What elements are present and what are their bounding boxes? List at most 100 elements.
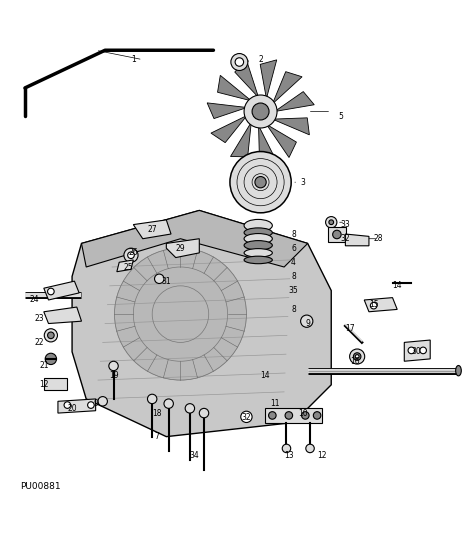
Text: 18: 18: [152, 409, 162, 418]
Circle shape: [354, 353, 361, 360]
Circle shape: [44, 329, 57, 342]
Text: PU00881: PU00881: [20, 482, 61, 491]
Circle shape: [230, 152, 291, 213]
Polygon shape: [364, 297, 397, 312]
Circle shape: [128, 252, 134, 258]
Ellipse shape: [244, 228, 273, 237]
Polygon shape: [273, 118, 310, 135]
Text: 25: 25: [124, 263, 134, 271]
Text: 34: 34: [190, 451, 200, 460]
Polygon shape: [266, 124, 296, 158]
Text: 35: 35: [289, 286, 299, 295]
Circle shape: [282, 444, 291, 453]
Polygon shape: [72, 210, 331, 437]
Circle shape: [244, 95, 277, 128]
Circle shape: [301, 412, 309, 419]
Text: 15: 15: [369, 300, 378, 309]
Circle shape: [47, 288, 54, 295]
Text: 12: 12: [39, 380, 48, 389]
Circle shape: [88, 402, 94, 409]
Circle shape: [408, 347, 415, 354]
Circle shape: [350, 349, 365, 364]
Circle shape: [45, 353, 56, 365]
Text: 23: 23: [34, 315, 44, 323]
Polygon shape: [404, 340, 430, 361]
Text: 16: 16: [350, 357, 360, 366]
Circle shape: [235, 58, 244, 66]
Circle shape: [420, 347, 427, 354]
Text: 7: 7: [155, 432, 159, 441]
FancyBboxPatch shape: [328, 227, 346, 242]
Circle shape: [115, 248, 246, 380]
Ellipse shape: [244, 233, 273, 244]
Polygon shape: [44, 378, 67, 389]
Circle shape: [306, 444, 314, 453]
Circle shape: [241, 411, 252, 422]
Ellipse shape: [244, 249, 273, 257]
Polygon shape: [260, 60, 277, 99]
Circle shape: [255, 177, 266, 188]
Polygon shape: [235, 59, 258, 98]
Text: 8: 8: [291, 272, 296, 281]
Polygon shape: [207, 103, 247, 119]
Text: 21: 21: [39, 362, 48, 371]
Polygon shape: [265, 409, 322, 422]
Polygon shape: [275, 92, 314, 112]
Circle shape: [147, 394, 157, 404]
Polygon shape: [82, 210, 308, 267]
Polygon shape: [258, 125, 274, 166]
Circle shape: [313, 412, 321, 419]
Circle shape: [98, 397, 108, 406]
Text: 6: 6: [291, 244, 296, 253]
Text: 9: 9: [93, 399, 98, 408]
Polygon shape: [44, 281, 79, 300]
Circle shape: [370, 302, 377, 309]
Circle shape: [301, 315, 313, 327]
Text: 5: 5: [338, 112, 343, 121]
Text: 26: 26: [128, 248, 138, 257]
Text: 4: 4: [291, 258, 296, 267]
Circle shape: [252, 103, 269, 120]
Circle shape: [109, 361, 118, 371]
Text: 11: 11: [270, 399, 280, 408]
Text: 19: 19: [109, 371, 119, 380]
Text: 3: 3: [301, 178, 305, 187]
Circle shape: [329, 220, 334, 225]
Text: 32: 32: [242, 413, 251, 422]
Polygon shape: [133, 220, 171, 239]
Text: 10: 10: [298, 409, 308, 418]
Polygon shape: [211, 115, 247, 143]
Circle shape: [124, 248, 138, 262]
Text: 33: 33: [340, 220, 350, 229]
Circle shape: [47, 332, 54, 339]
Text: 12: 12: [317, 451, 327, 460]
Polygon shape: [166, 239, 199, 257]
Text: 17: 17: [345, 324, 355, 333]
Polygon shape: [44, 307, 82, 324]
Text: 1: 1: [131, 55, 136, 64]
Text: 2: 2: [258, 55, 263, 64]
Circle shape: [231, 53, 248, 70]
Ellipse shape: [244, 219, 273, 232]
Text: 8: 8: [291, 230, 296, 239]
Text: 13: 13: [284, 451, 294, 460]
Ellipse shape: [244, 256, 273, 264]
Circle shape: [155, 274, 164, 284]
Circle shape: [356, 355, 359, 358]
Text: 27: 27: [147, 225, 157, 234]
Circle shape: [326, 217, 337, 228]
Text: 32: 32: [340, 234, 350, 243]
Text: 22: 22: [34, 338, 44, 347]
Text: 14: 14: [260, 371, 270, 380]
Ellipse shape: [244, 241, 273, 250]
Circle shape: [185, 404, 195, 413]
Circle shape: [199, 409, 209, 418]
Text: 20: 20: [67, 404, 77, 413]
Ellipse shape: [456, 365, 461, 376]
Text: 28: 28: [374, 234, 383, 243]
Polygon shape: [218, 75, 251, 101]
Circle shape: [333, 230, 341, 239]
Text: 8: 8: [291, 305, 296, 314]
Text: 29: 29: [176, 244, 185, 253]
Circle shape: [164, 399, 173, 409]
